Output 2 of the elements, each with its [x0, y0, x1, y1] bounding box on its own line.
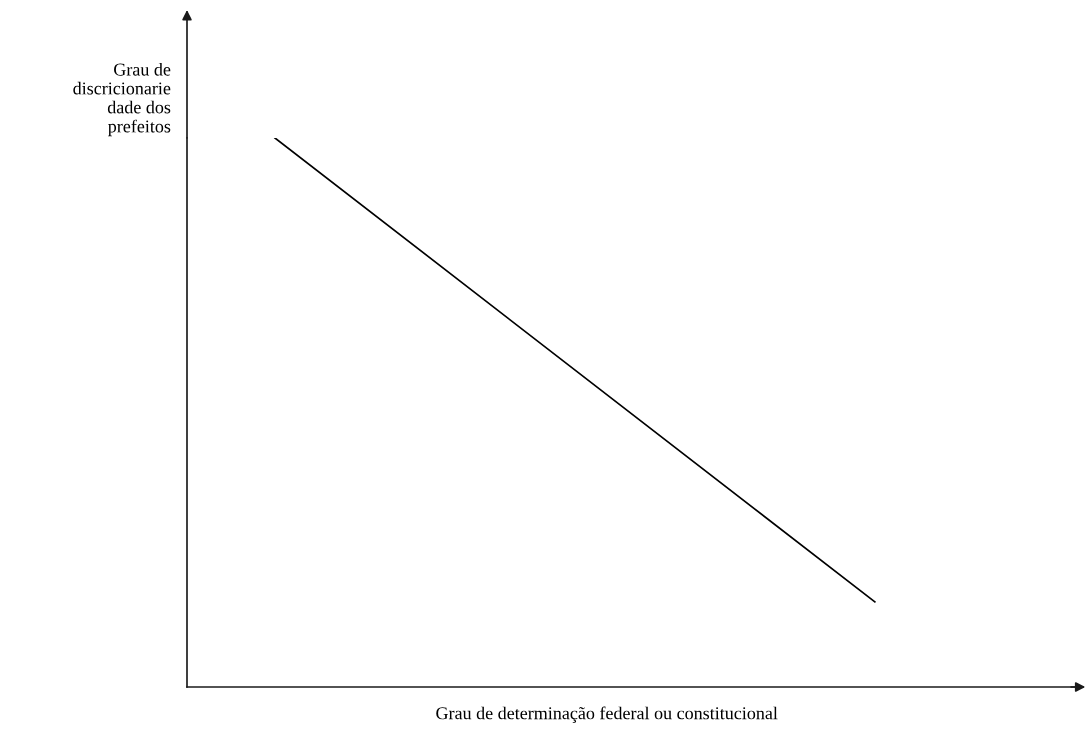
y-axis-title: Grau de discricionarie dade dos prefeitos [73, 62, 171, 137]
x-axis-title: Grau de determinação federal ou constitucional [436, 706, 778, 723]
